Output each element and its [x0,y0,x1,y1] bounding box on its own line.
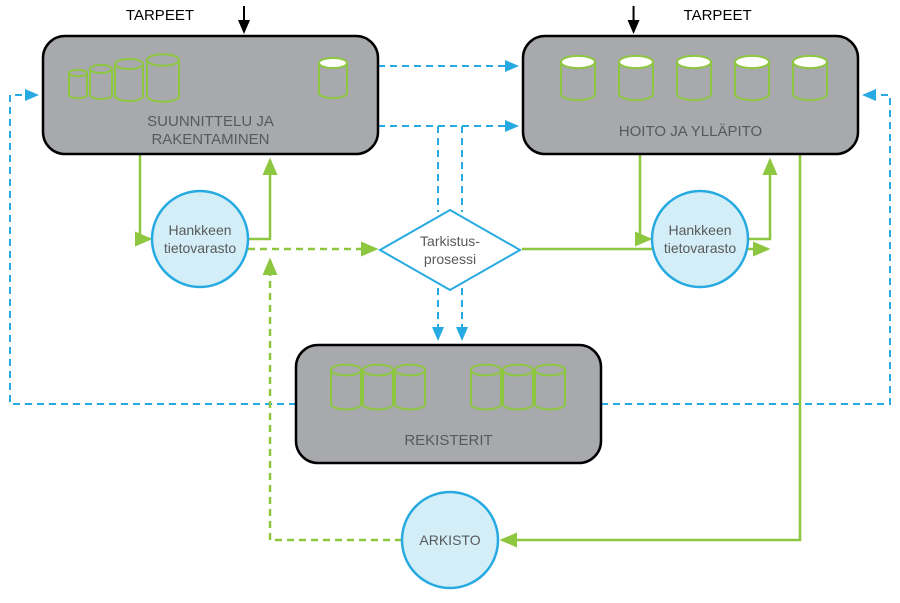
label-tarpeet-right: TARPEET [684,7,752,24]
cyl-l3 [115,59,143,101]
label-diamond-1: Tarkistus- [420,233,480,249]
cyl-b-a1 [363,365,393,410]
label-tarpeet-left: TARPEET [126,7,194,24]
flow-left-loop-down [140,154,150,239]
label-box-right: HOITO JA YLLÄPITO [619,123,762,140]
cyl-b-a2 [395,365,425,410]
circle-hankkeen-right [652,191,748,287]
label-circle-right-1: Hankkeen [668,222,731,238]
label-box-left-2: RAKENTAMINEN [151,131,269,148]
cyl-b-b0 [471,365,501,410]
circle-hankkeen-left [152,191,248,287]
label-arkisto: ARKISTO [419,532,480,548]
cyl-b-a0 [331,365,361,410]
cyl-b-b1 [503,365,533,410]
cyl-l1 [69,70,87,98]
label-circle-left-2: tietovarasto [164,240,237,256]
cyl-b-b2 [535,365,565,410]
label-box-left-1: SUUNNITTELU JA [147,113,274,130]
flow-right-loop-up [748,160,770,239]
cyl-l2 [90,65,112,99]
label-circle-right-2: tietovarasto [664,240,737,256]
flow-right-loop-down [640,154,650,239]
label-circle-left-1: Hankkeen [168,222,231,238]
label-box-bottom: REKISTERIT [404,432,492,449]
flow-left-loop-up [248,160,270,239]
diamond-tarkistus [380,210,520,290]
cyl-l4 [147,54,179,102]
label-diamond-2: prosessi [424,251,476,267]
